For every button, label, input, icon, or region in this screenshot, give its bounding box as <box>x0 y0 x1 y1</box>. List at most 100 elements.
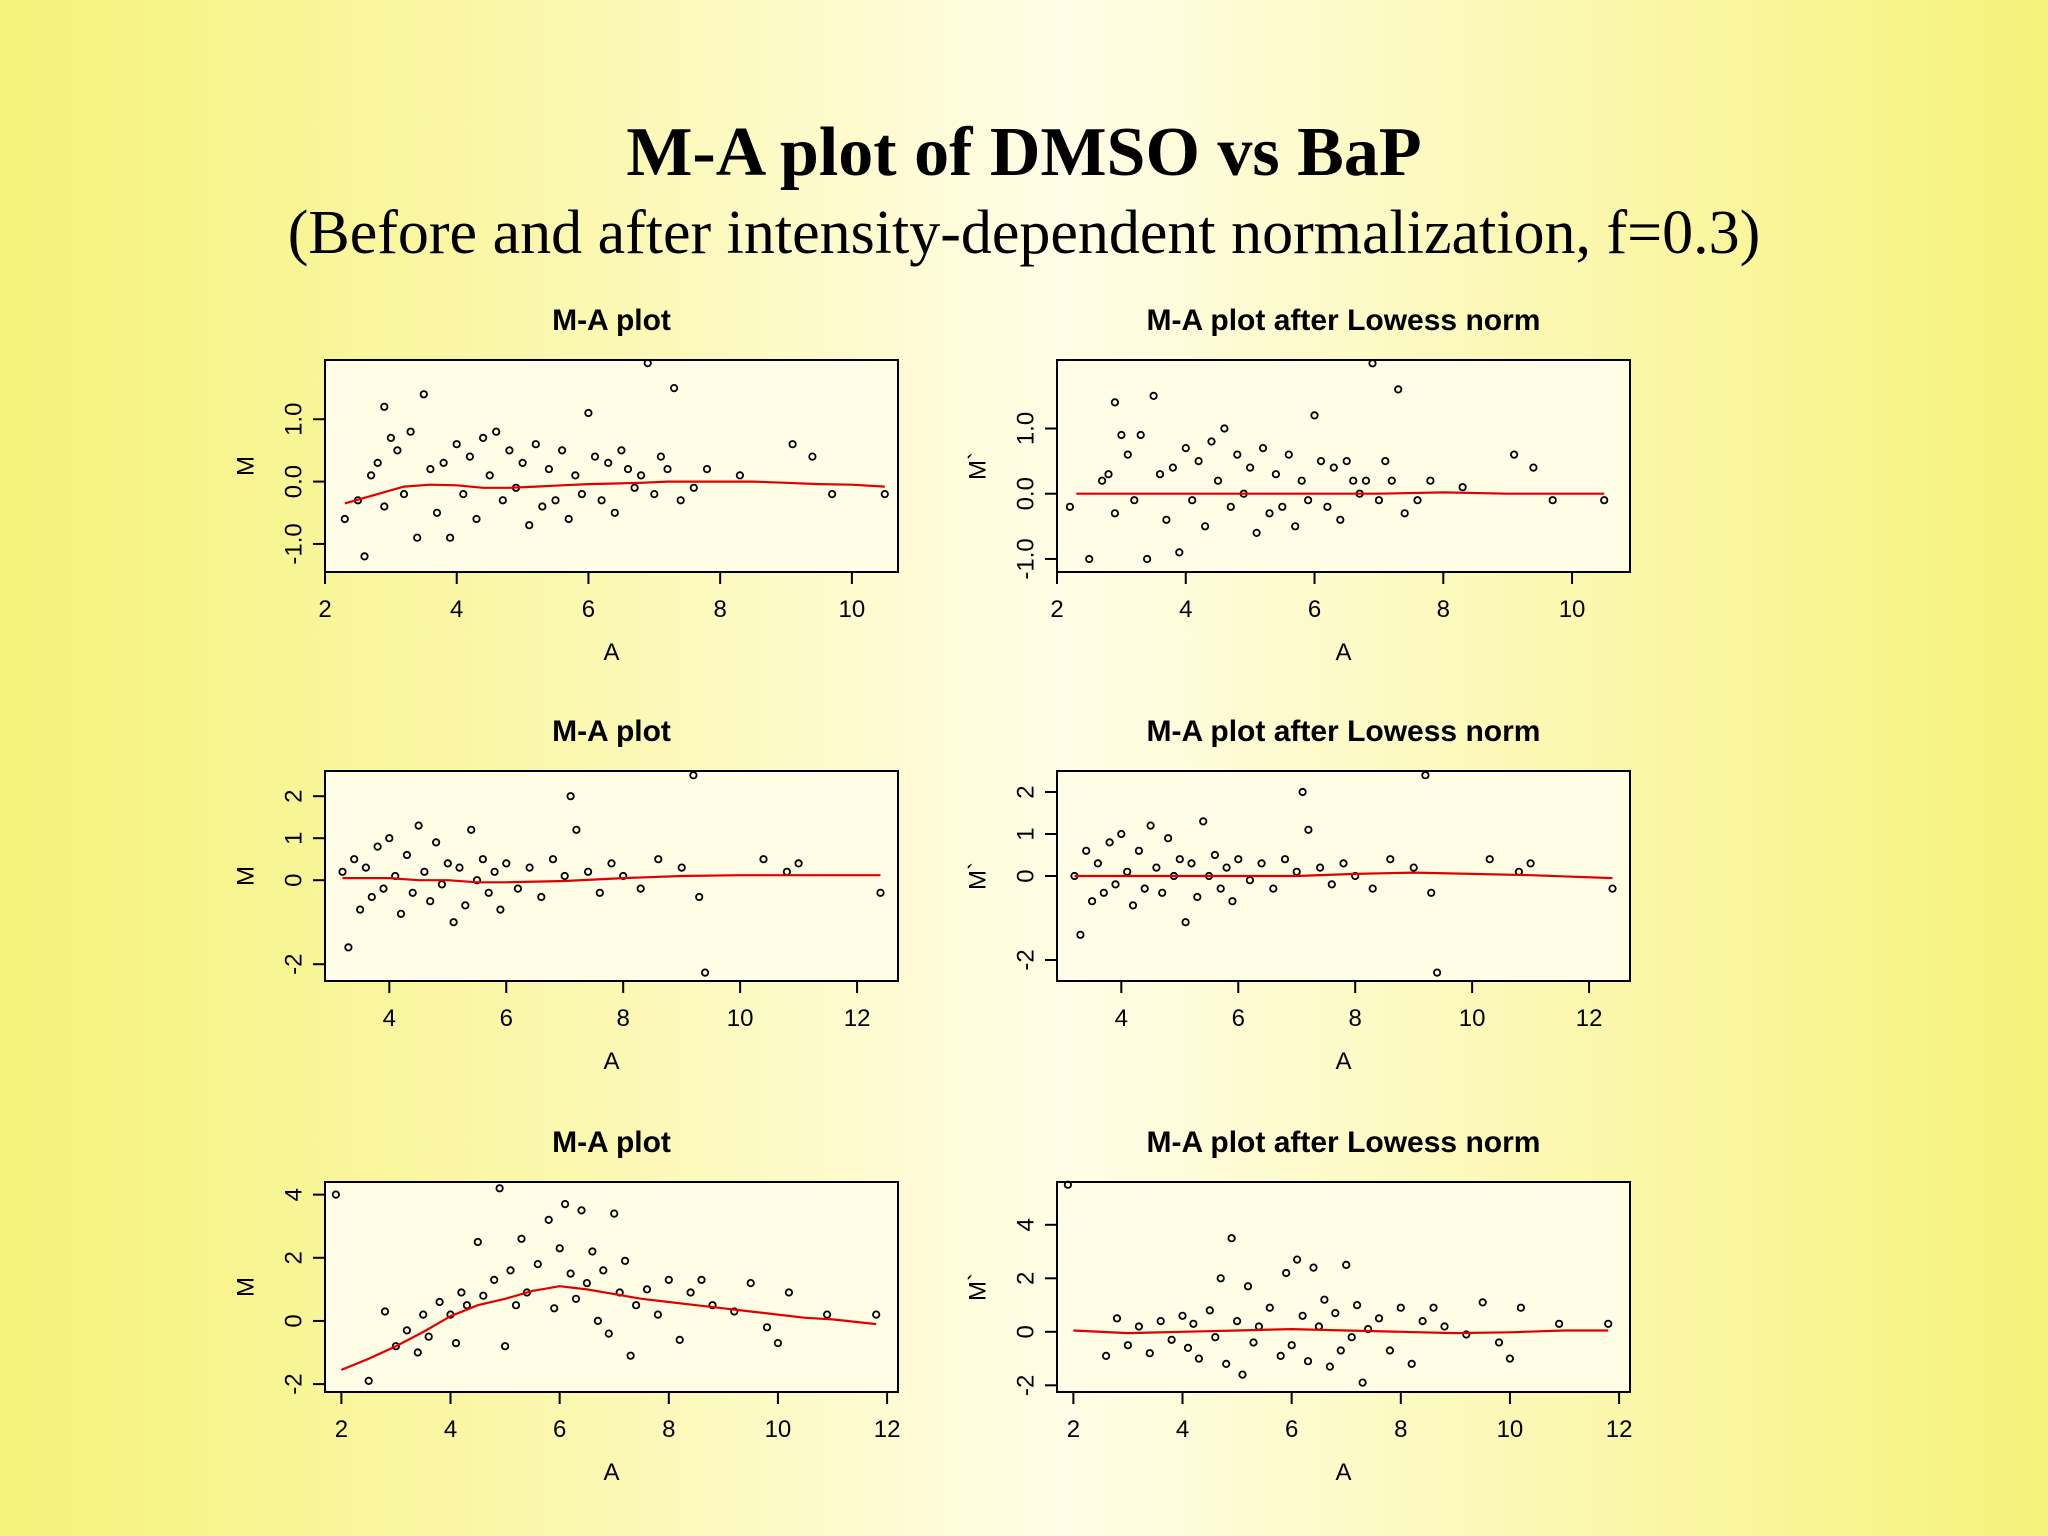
ma-plot-panel-6: M-A plot after Lowess norm 2 4 6 8 10 12 -2 0 2 4 A… <box>964 1126 1632 1486</box>
data-point <box>426 464 435 474</box>
data-point <box>697 1275 706 1285</box>
data-point <box>426 897 435 906</box>
data-point <box>631 1301 641 1310</box>
data-point <box>560 871 569 881</box>
x-tick-label: 6 <box>582 596 595 623</box>
y-tick-label: 2 <box>1012 785 1039 798</box>
data-point <box>457 1288 466 1297</box>
x-tick-label: 6 <box>500 1005 513 1032</box>
data-point <box>379 884 388 893</box>
x-tick-label: 10 <box>1497 1416 1524 1443</box>
data-point <box>414 821 423 830</box>
data-point <box>419 1310 428 1319</box>
data-point <box>564 514 573 524</box>
data-point <box>1349 476 1358 485</box>
data-point <box>525 521 534 530</box>
data-point <box>656 452 666 461</box>
lowess-curve <box>342 874 881 884</box>
data-point <box>872 1310 881 1319</box>
data-point <box>1136 430 1145 440</box>
data-point <box>473 1237 482 1247</box>
data-point <box>1485 855 1494 864</box>
ma-plot-panel-1: M-A plot 2 4 6 8 10 -1.0 0.0 1.0 A M <box>232 304 899 666</box>
data-point <box>1063 1180 1073 1189</box>
data-point <box>1421 771 1430 780</box>
data-point <box>1342 456 1351 466</box>
data-point <box>445 533 455 542</box>
data-point <box>1269 884 1278 893</box>
y-tick-label: 0 <box>1012 1325 1039 1338</box>
data-point <box>435 1297 444 1307</box>
y-tick-label: 2 <box>280 790 307 803</box>
x-tick-label: 12 <box>1606 1416 1633 1443</box>
data-point <box>1358 1378 1367 1387</box>
data-point <box>462 1301 471 1310</box>
data-point <box>1381 456 1390 466</box>
data-point <box>495 1184 504 1193</box>
data-point <box>1336 1346 1345 1355</box>
data-point <box>1140 884 1149 893</box>
data-point <box>1494 1338 1504 1347</box>
data-point <box>1123 1341 1133 1350</box>
data-point <box>1194 456 1203 466</box>
slide-title: M-A plot of DMSO vs BaP <box>626 114 1422 191</box>
data-point <box>1433 968 1442 977</box>
data-point <box>1394 385 1403 394</box>
x-tick-label: 4 <box>444 1416 457 1443</box>
data-point <box>746 1279 755 1288</box>
x-tick-label: 12 <box>874 1416 901 1443</box>
data-point <box>505 446 514 455</box>
data-point <box>1155 470 1165 479</box>
y-tick-label: 4 <box>1012 1218 1039 1231</box>
data-point <box>1175 855 1184 864</box>
x-tick-label: 6 <box>553 1416 566 1443</box>
plot-title: M-A plot after Lowess norm <box>1147 715 1541 748</box>
data-point <box>650 489 659 499</box>
x-tick-label: 4 <box>1115 1005 1128 1032</box>
data-point <box>1413 496 1422 505</box>
data-point <box>1216 884 1225 893</box>
data-point <box>593 1316 603 1326</box>
data-point <box>364 1376 373 1386</box>
plot-title: M-A plot <box>552 715 671 748</box>
data-point <box>1548 496 1557 505</box>
x-tick-label: 2 <box>1067 1416 1080 1443</box>
x-tick-label: 6 <box>1232 1005 1245 1032</box>
x-tick-label: 2 <box>318 596 331 623</box>
data-point <box>1323 502 1332 511</box>
data-point <box>1387 476 1396 485</box>
data-point <box>1249 1338 1258 1347</box>
data-point <box>1181 918 1190 927</box>
y-tick-label: 2 <box>1012 1272 1039 1285</box>
plot-area <box>324 359 899 573</box>
y-tick-label: 0.0 <box>280 465 307 498</box>
data-point <box>498 496 507 505</box>
y-tick-label: -2 <box>1012 1375 1039 1396</box>
data-point <box>439 458 448 467</box>
data-point <box>1104 470 1113 479</box>
plot-area <box>1056 359 1631 573</box>
data-point <box>419 390 428 399</box>
y-tick-label: 2 <box>280 1251 307 1264</box>
data-point <box>1265 509 1274 518</box>
x-tick-label: 8 <box>1394 1416 1407 1443</box>
data-point <box>730 1307 739 1316</box>
data-point <box>610 508 619 517</box>
data-point <box>1339 859 1348 868</box>
data-point <box>1117 829 1126 839</box>
data-point <box>566 1269 575 1278</box>
data-point <box>677 863 686 872</box>
y-axis-label: M` <box>964 452 991 480</box>
x-tick-label: 10 <box>1559 596 1586 623</box>
data-point <box>607 859 616 868</box>
data-point <box>827 489 837 499</box>
data-point <box>492 427 501 436</box>
data-point <box>617 446 626 455</box>
data-point <box>1194 1354 1204 1363</box>
x-tick-label: 2 <box>1050 596 1063 623</box>
data-point <box>511 1301 521 1310</box>
data-point <box>1325 1362 1335 1371</box>
data-point <box>604 1329 613 1338</box>
data-point <box>1385 1346 1395 1355</box>
x-tick-label: 10 <box>727 1005 754 1032</box>
